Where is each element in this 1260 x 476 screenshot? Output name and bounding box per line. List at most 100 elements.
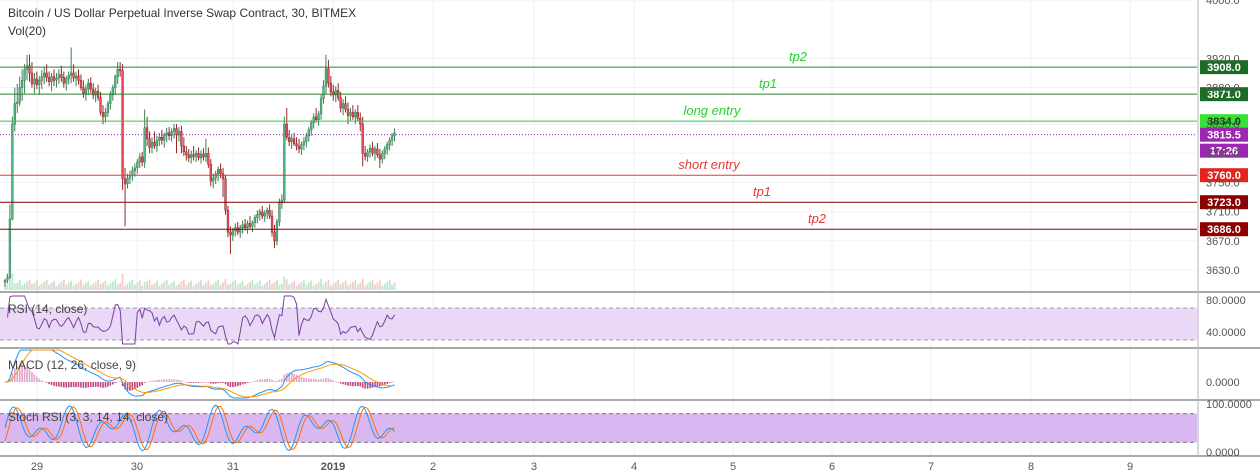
- volume-bar: [322, 284, 325, 290]
- candle-body: [332, 91, 335, 96]
- macd-histogram-bar: [212, 382, 215, 384]
- macd-histogram-bar: [121, 382, 124, 387]
- candle-body: [148, 138, 151, 148]
- volume-bar: [119, 282, 122, 290]
- candle-body: [268, 209, 271, 217]
- current-price-tag-text: 3815.5: [1207, 130, 1241, 142]
- candle-body: [371, 147, 374, 154]
- candle-body: [212, 177, 215, 182]
- macd-histogram-bar: [342, 382, 344, 385]
- candle-body: [62, 77, 65, 84]
- macd-signal-line: [5, 349, 395, 398]
- candle-body: [11, 123, 14, 220]
- volume-bar: [50, 282, 53, 290]
- macd-histogram-bar: [183, 381, 185, 382]
- macd-histogram-bar: [376, 382, 379, 387]
- candle-body: [246, 223, 249, 229]
- time-tick-label: 5: [730, 461, 736, 473]
- candle-body: [101, 112, 105, 118]
- rsi-tick-label: 40.0000: [1206, 327, 1246, 339]
- macd-histogram-bar: [374, 382, 376, 388]
- macd-histogram-bar: [134, 382, 136, 390]
- candle-body: [55, 77, 58, 81]
- candle-body: [236, 227, 239, 233]
- candle-body: [295, 143, 298, 147]
- time-tick-label: 2019: [321, 461, 345, 473]
- volume-bar: [354, 279, 357, 290]
- time-axis[interactable]: 29 30 31 2019 2 3 4 5 6 7 8 9: [31, 461, 1133, 473]
- candle-body: [116, 69, 119, 77]
- volume-bar: [312, 285, 315, 290]
- volume-bar: [310, 280, 313, 290]
- volume-bar: [207, 280, 210, 290]
- volume-bar: [305, 284, 308, 290]
- level-price-tag: [1200, 87, 1248, 102]
- macd-histogram-bar: [23, 365, 26, 382]
- candle-body: [77, 75, 80, 81]
- macd-histogram-bar: [173, 379, 175, 382]
- volume-bar: [116, 284, 119, 290]
- time-tick-label: 8: [1028, 461, 1034, 473]
- macd-histogram-bar: [393, 381, 396, 382]
- candle-body: [123, 178, 127, 185]
- volume-bar: [381, 285, 384, 290]
- volume-bar: [102, 282, 104, 290]
- volume-bar: [278, 284, 281, 290]
- candle-body: [8, 218, 12, 278]
- volume-bar: [143, 281, 146, 290]
- macd-histogram-bar: [161, 379, 163, 382]
- macd-histogram-bar: [210, 382, 212, 384]
- macd-histogram-bar: [141, 382, 143, 386]
- candle-body: [383, 148, 386, 154]
- macd-histogram-bar: [80, 382, 82, 388]
- candle-body: [221, 173, 225, 180]
- macd-histogram-bar: [327, 378, 330, 382]
- candle-body: [322, 85, 325, 99]
- macd-histogram-bar: [261, 379, 264, 382]
- volume-bar: [160, 283, 163, 290]
- candle-body: [18, 87, 21, 103]
- macd-histogram-bar: [227, 382, 229, 387]
- candle-body: [283, 123, 286, 201]
- volume-bar: [89, 285, 92, 290]
- time-tick-label: 9: [1127, 461, 1133, 473]
- candle-body: [266, 209, 269, 214]
- volume-bar: [234, 279, 237, 290]
- price-axis[interactable]: 3908.0 3871.0 3834.0 3760.0 3723.0 3686.0 3815…: [1197, 0, 1252, 459]
- candle-body: [82, 87, 85, 94]
- volume-bar: [72, 285, 75, 290]
- price-tick-label: 3830.0: [1206, 119, 1240, 131]
- candle-body: [21, 80, 24, 88]
- volume-bar: [374, 284, 376, 290]
- candle-body: [67, 74, 70, 80]
- macd-histogram-bar: [334, 381, 337, 382]
- candle-body: [6, 277, 9, 281]
- macd-histogram-bar: [50, 382, 53, 385]
- macd-histogram-bar: [131, 382, 134, 391]
- volume-bar: [288, 284, 291, 290]
- macd-histogram-bar: [354, 382, 357, 387]
- macd-histogram-bar: [249, 382, 251, 383]
- macd-histogram-bar: [369, 382, 371, 389]
- time-tick-label: 29: [31, 461, 43, 473]
- volume-bar: [352, 281, 354, 290]
- candle-body: [28, 65, 31, 74]
- macd-histogram-bar: [21, 365, 23, 382]
- macd-histogram-bar: [158, 379, 161, 382]
- macd-histogram-bar: [33, 374, 36, 382]
- macd-histogram-bar: [11, 372, 14, 382]
- macd-histogram-bar: [70, 382, 72, 388]
- volume-bar: [187, 282, 190, 290]
- candle-body: [143, 127, 146, 163]
- macd-histogram-bar: [192, 382, 195, 383]
- candle-body: [334, 90, 337, 96]
- macd-histogram-bar: [222, 382, 224, 384]
- macd-histogram-bar: [146, 381, 148, 383]
- candle-body: [224, 178, 227, 211]
- volume-bar: [325, 281, 327, 290]
- macd-histogram-bar: [63, 382, 65, 388]
- price-tick-label: 3750.0: [1206, 178, 1240, 190]
- macd-histogram-bar: [18, 365, 21, 382]
- candle-body: [121, 70, 124, 180]
